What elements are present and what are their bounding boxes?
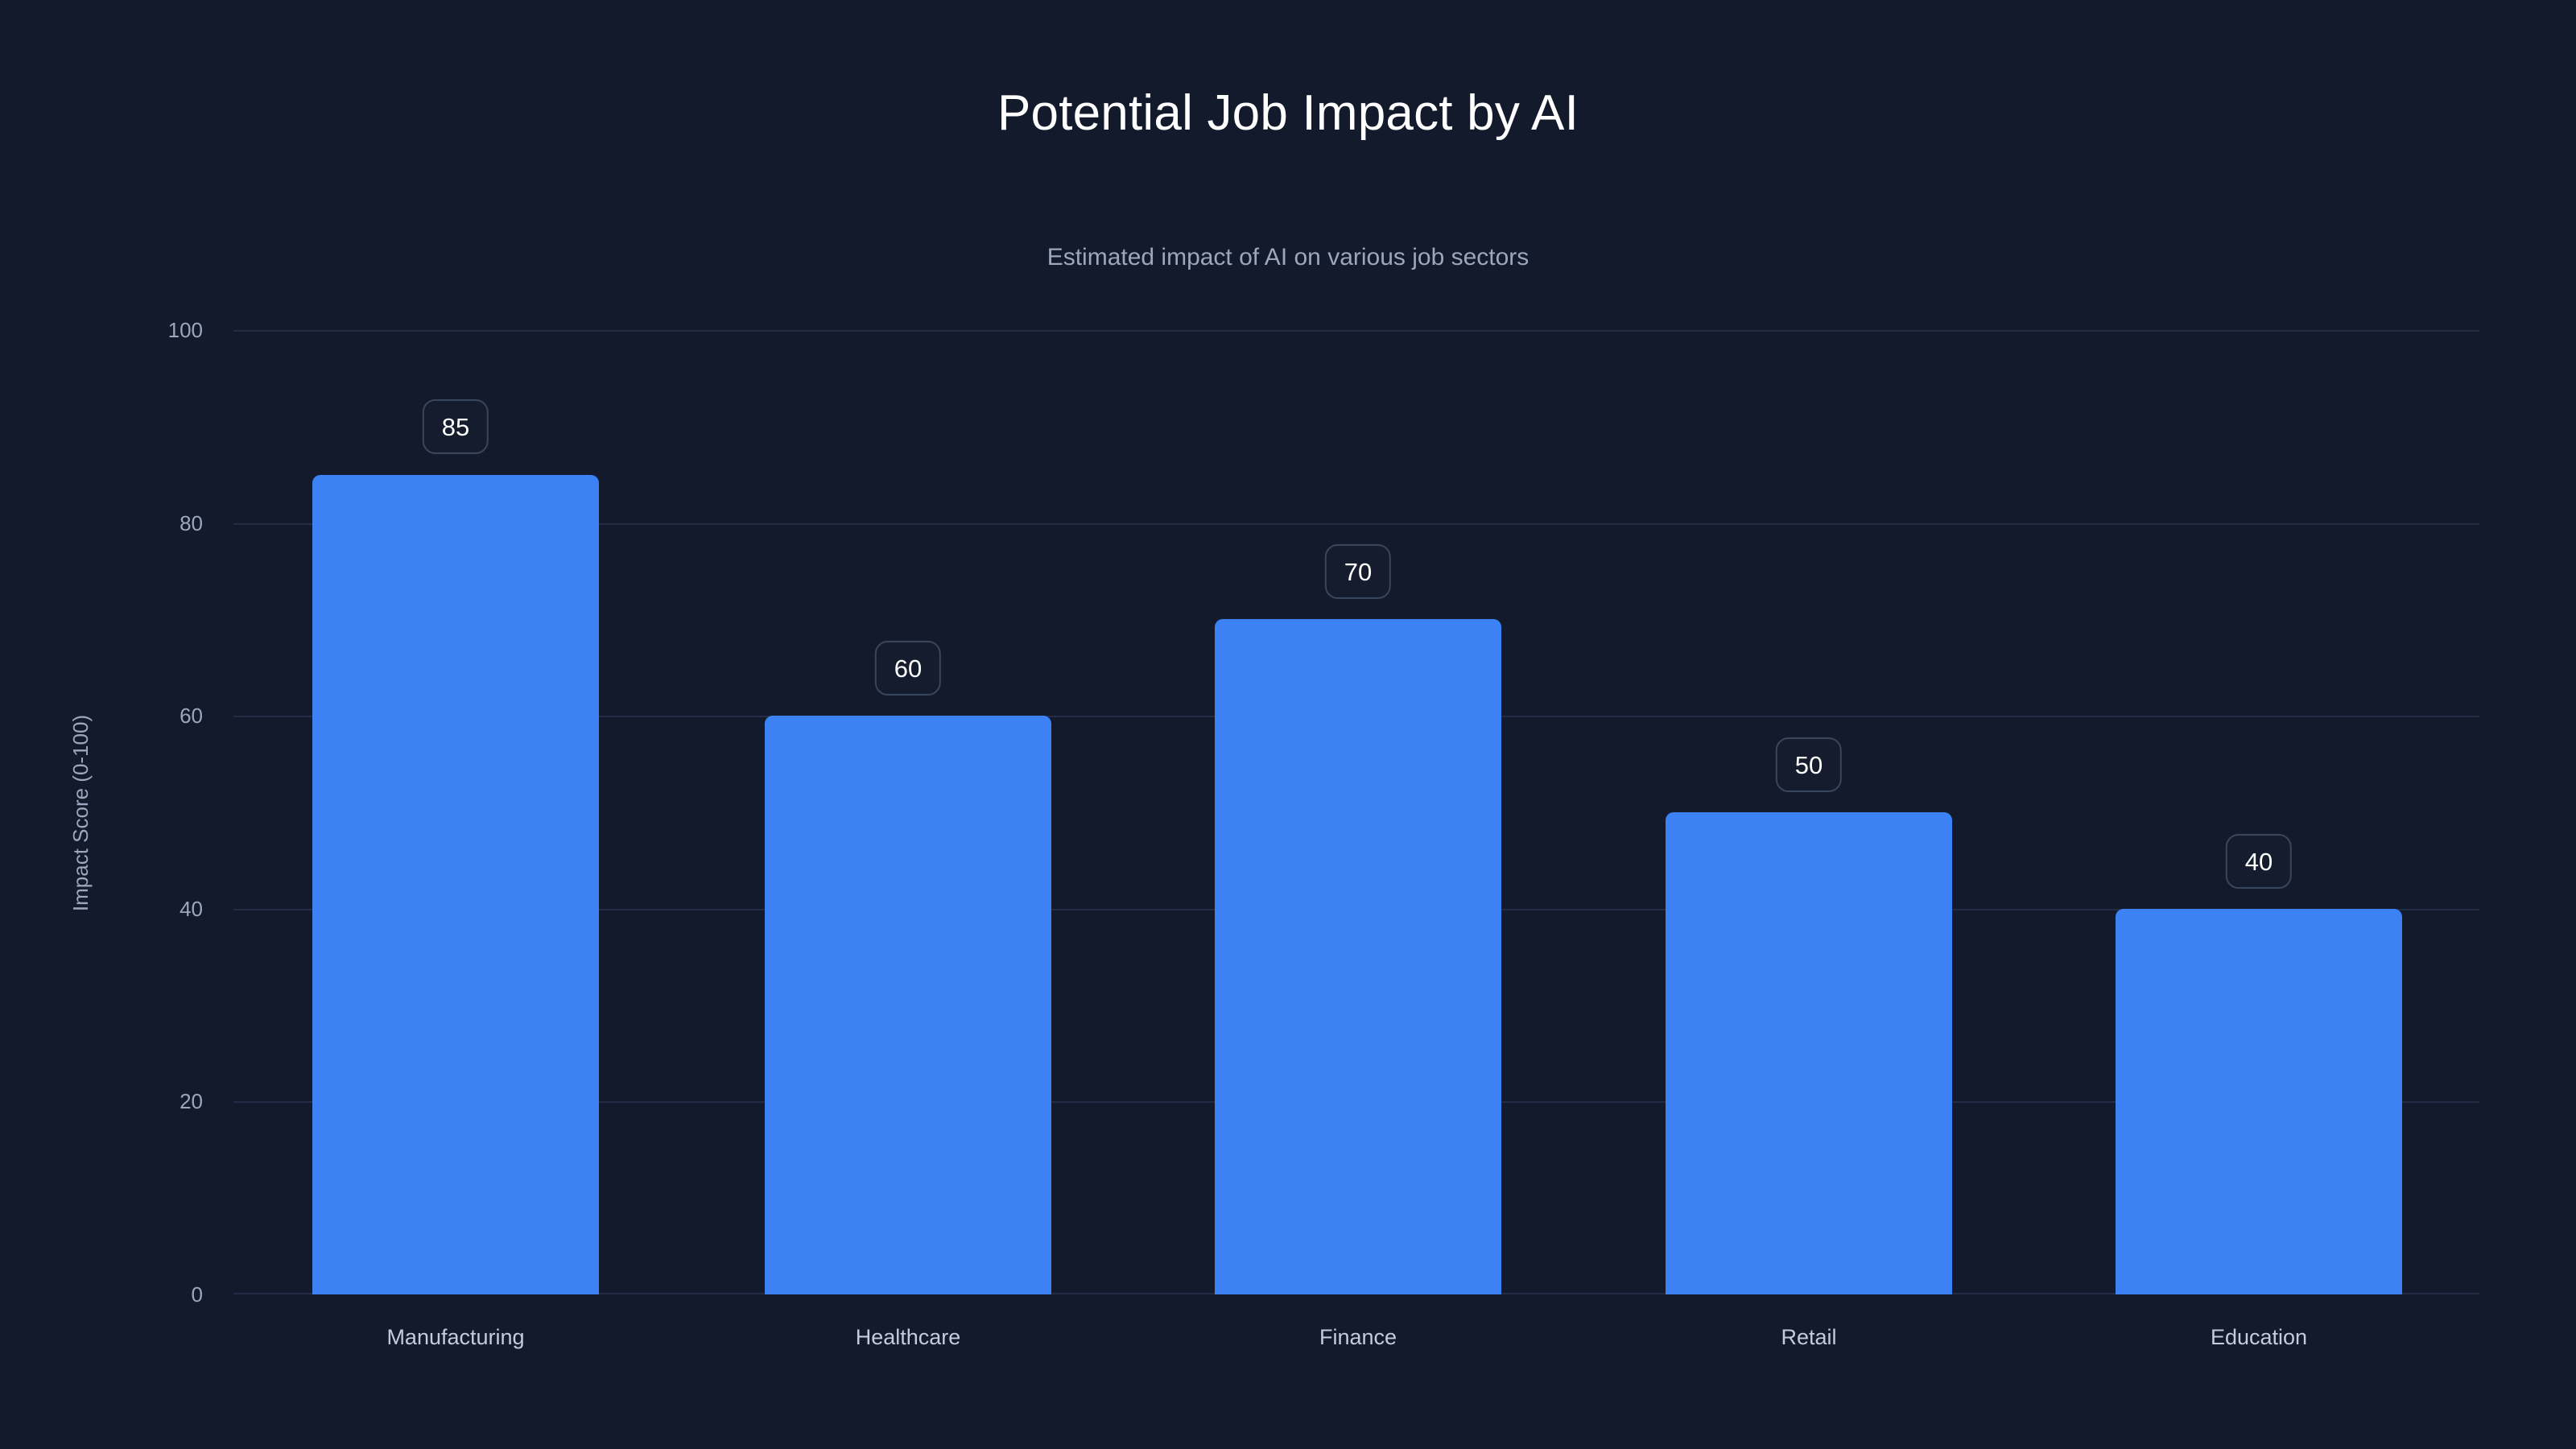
x-tick-label-education: Education bbox=[2210, 1325, 2308, 1349]
y-tick-label: 100 bbox=[167, 318, 203, 342]
gridline bbox=[233, 330, 2479, 332]
bar-education[interactable] bbox=[2116, 908, 2402, 1294]
value-label-retail: 50 bbox=[1775, 737, 1843, 792]
bar-manufacturing[interactable] bbox=[312, 474, 599, 1294]
value-label-finance: 70 bbox=[1324, 544, 1392, 599]
x-tick-label-retail: Retail bbox=[1781, 1325, 1837, 1349]
x-tick-label-healthcare: Healthcare bbox=[855, 1325, 961, 1349]
y-tick-label: 40 bbox=[180, 896, 203, 921]
bar-finance[interactable] bbox=[1215, 619, 1501, 1294]
y-tick-label: 80 bbox=[180, 510, 203, 535]
x-tick-label-finance: Finance bbox=[1319, 1325, 1397, 1349]
value-label-education: 40 bbox=[2225, 834, 2293, 889]
chart-title: Potential Job Impact by AI bbox=[997, 85, 1579, 141]
bar-healthcare[interactable] bbox=[765, 716, 1051, 1294]
y-axis-tick-labels: 100 80 60 40 20 0 bbox=[0, 0, 217, 1449]
y-tick-label: 60 bbox=[180, 704, 203, 729]
x-tick-label-manufacturing: Manufacturing bbox=[386, 1325, 525, 1349]
y-tick-label: 20 bbox=[180, 1089, 203, 1114]
value-label-manufacturing: 85 bbox=[422, 399, 489, 454]
bar-retail[interactable] bbox=[1666, 812, 1952, 1294]
value-label-healthcare: 60 bbox=[874, 641, 942, 696]
chart-subtitle: Estimated impact of AI on various job se… bbox=[1046, 244, 1530, 270]
gridline bbox=[233, 522, 2479, 525]
y-tick-label: 0 bbox=[191, 1282, 203, 1307]
